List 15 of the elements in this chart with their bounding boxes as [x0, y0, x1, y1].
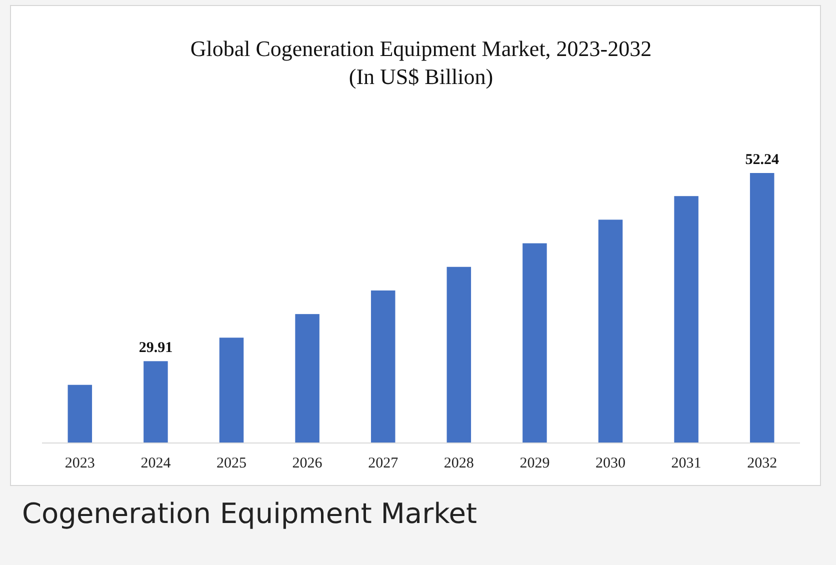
x-tick-label: 2026 — [292, 456, 323, 472]
chart-subtitle: (In US$ Billion) — [348, 64, 494, 89]
x-tick-label: 2025 — [216, 456, 246, 472]
x-tick-label: 2032 — [747, 456, 778, 472]
x-tick-label: 2029 — [520, 456, 550, 472]
x-tick-label: 2024 — [140, 456, 172, 472]
x-tick-label: 2028 — [444, 456, 474, 472]
data-label: 52.24 — [745, 152, 780, 168]
x-tick-label: 2031 — [671, 456, 702, 472]
x-tick-label: 2027 — [368, 456, 399, 472]
data-label: 29.91 — [138, 340, 173, 356]
text: Cogeneration Equipment Market — [22, 497, 478, 530]
x-tick-label: 2023 — [64, 456, 95, 472]
x-tick-label: 2030 — [596, 456, 626, 472]
chart-title: Global Cogeneration Equipment Market, 2023-2032 — [190, 36, 652, 61]
